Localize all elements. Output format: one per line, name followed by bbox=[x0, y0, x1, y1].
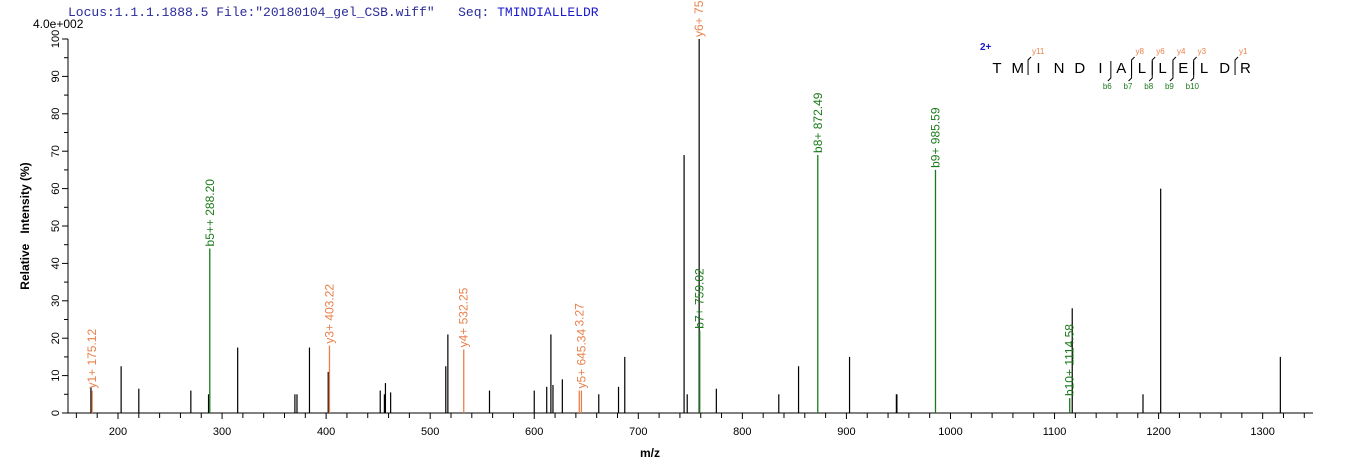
y-ion-label: y11 bbox=[1032, 47, 1045, 56]
peak-label: b5++ 288.20 bbox=[203, 179, 217, 247]
residue: I bbox=[1098, 60, 1102, 77]
residue: L bbox=[1158, 60, 1166, 77]
charge-state: 2+ bbox=[980, 42, 992, 53]
peak-label: y5+ 645.34 bbox=[574, 329, 588, 389]
x-tick-label: 900 bbox=[837, 426, 855, 438]
x-tick-label: 300 bbox=[213, 426, 231, 438]
b-ion-label: b6 bbox=[1103, 82, 1112, 91]
y-axis-label: Relative Intensity (%) bbox=[18, 162, 32, 289]
x-tick-label: 500 bbox=[421, 426, 439, 438]
y-tick-label: 20 bbox=[50, 332, 62, 344]
residue: L bbox=[1200, 60, 1208, 77]
residue: A bbox=[1116, 60, 1126, 77]
residue: T bbox=[992, 60, 1001, 77]
seq-label: Seq: bbox=[458, 5, 490, 20]
residue: E bbox=[1178, 60, 1188, 77]
y-tick-label: 80 bbox=[50, 108, 62, 120]
b-ion-marker bbox=[1107, 61, 1112, 82]
peak-label: b7+ 759.02 bbox=[693, 268, 707, 329]
y-ion-label: y1 bbox=[1239, 47, 1248, 56]
x-tick-label: 1000 bbox=[938, 426, 962, 438]
locus: Locus:1.1.1.1888.5 bbox=[68, 5, 209, 20]
b-ion-label: b10 bbox=[1186, 82, 1200, 91]
x-tick-label: 400 bbox=[317, 426, 335, 438]
residue: I bbox=[1036, 60, 1040, 77]
x-tick-label: 700 bbox=[629, 426, 647, 438]
intensity-scale: 4.0e+002 bbox=[33, 17, 84, 31]
peak-label: b9+ 985.59 bbox=[928, 107, 942, 168]
y-ion-marker bbox=[1234, 56, 1239, 75]
x-tick-label: 200 bbox=[109, 426, 127, 438]
y-ion-label: y4 bbox=[1177, 47, 1186, 56]
residue: N bbox=[1054, 60, 1065, 77]
file-name: File:"20180104_gel_CSB.wiff" bbox=[216, 5, 435, 20]
residue: L bbox=[1138, 60, 1146, 77]
x-tick-label: 1100 bbox=[1043, 426, 1067, 438]
spectrum-header: Locus:1.1.1.1888.5 File:"20180104_gel_CS… bbox=[68, 5, 599, 20]
y-tick-label: 90 bbox=[50, 70, 62, 82]
y-tick-label: 100 bbox=[50, 30, 62, 48]
b-ion-marker bbox=[1128, 61, 1133, 82]
b-ion-marker bbox=[1148, 61, 1153, 82]
x-tick-label: 1300 bbox=[1250, 426, 1274, 438]
b-ion-marker bbox=[1169, 61, 1174, 82]
residue: D bbox=[1219, 60, 1230, 77]
y-tick-label: 40 bbox=[50, 257, 62, 269]
y-ion-marker bbox=[1027, 56, 1032, 75]
b-ion-label: b8 bbox=[1144, 82, 1153, 91]
peak-label: 3.27 bbox=[572, 303, 586, 327]
residue: M bbox=[1011, 60, 1024, 77]
b-ion-marker bbox=[1190, 61, 1195, 82]
y-tick-label: 10 bbox=[50, 369, 62, 381]
b-ion-label: b7 bbox=[1124, 82, 1133, 91]
b-ion-label: b9 bbox=[1165, 82, 1174, 91]
peak-label: y3+ 403.22 bbox=[322, 284, 336, 344]
x-axis-label: m/z bbox=[640, 446, 660, 460]
y-ion-label: y3 bbox=[1198, 47, 1207, 56]
peak-label: y6+ 758.48[M]- bbox=[692, 0, 706, 37]
y-ion-label: y6 bbox=[1156, 47, 1165, 56]
x-tick-label: 800 bbox=[733, 426, 751, 438]
sequence: TMINDIALLELDR bbox=[497, 5, 599, 20]
y-tick-label: 30 bbox=[50, 295, 62, 307]
y-tick-label: 70 bbox=[50, 145, 62, 157]
peak-label: b8+ 872.49 bbox=[811, 92, 825, 153]
y-tick-label: 0 bbox=[50, 410, 62, 416]
peak-label: b10+ 1114.58 bbox=[1063, 324, 1077, 396]
x-tick-label: 1200 bbox=[1146, 426, 1170, 438]
peak-label: y4+ 532.25 bbox=[457, 287, 471, 347]
residue: R bbox=[1240, 60, 1251, 77]
x-tick-label: 600 bbox=[525, 426, 543, 438]
residue: D bbox=[1074, 60, 1085, 77]
y-tick-label: 50 bbox=[50, 220, 62, 232]
y-ion-label: y8 bbox=[1136, 47, 1145, 56]
peak-label: y1+ 175.12 bbox=[85, 329, 99, 389]
y-tick-label: 60 bbox=[50, 182, 62, 194]
